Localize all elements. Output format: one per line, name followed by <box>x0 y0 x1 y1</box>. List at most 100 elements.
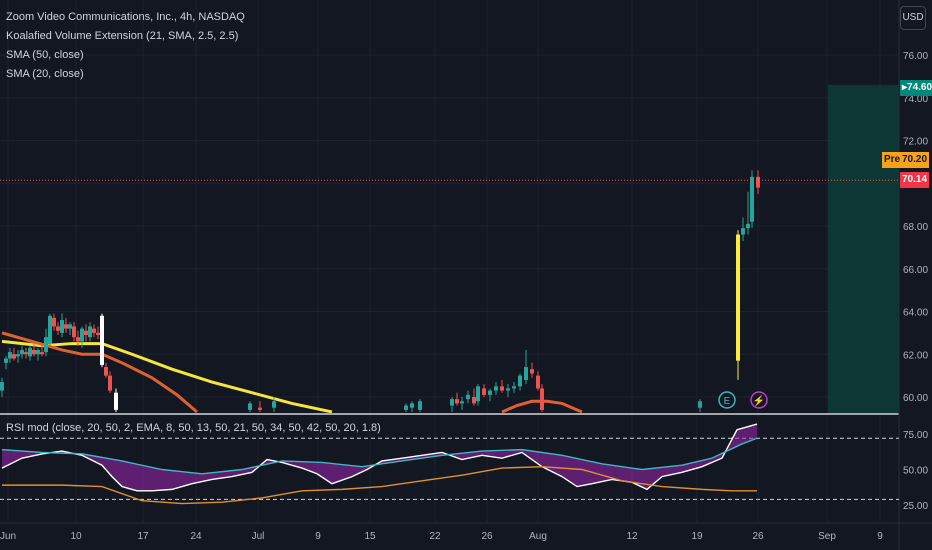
candle-body <box>540 388 544 410</box>
rsi-legend-label[interactable]: RSI mod (close, 20, 50, 2, EMA, 8, 50, 1… <box>6 422 381 434</box>
candle-body <box>404 405 408 410</box>
time-tick-label: Jul <box>252 531 265 542</box>
price-axis: 76.0074.0072.0070.0068.0066.0064.0062.00… <box>903 51 928 404</box>
premarket-label-tag: Pre <box>882 152 903 168</box>
earnings-marker: E <box>718 391 736 409</box>
time-tick-label: 26 <box>752 531 764 542</box>
rsi-axis: 75.00 50.00 25.00 <box>903 430 928 512</box>
rsi-tick-label: 50.00 <box>903 466 928 477</box>
time-tick-label: 12 <box>626 531 638 542</box>
candle-body <box>100 315 104 365</box>
candle-body <box>536 375 540 389</box>
candle-body <box>698 401 702 408</box>
candle-body <box>418 401 422 410</box>
dividend-lightning-marker: ⚡ <box>750 391 768 409</box>
time-tick-label: 17 <box>137 531 149 542</box>
candle-body <box>60 320 64 333</box>
candle-body <box>76 337 80 342</box>
rsi-tick-label: 75.00 <box>903 430 928 441</box>
marker-label: E <box>724 396 731 407</box>
candle-body <box>56 326 60 331</box>
candle-body <box>524 367 528 380</box>
candle-body <box>410 403 414 408</box>
candle-body <box>64 324 68 329</box>
time-tick-label: 9 <box>315 531 321 542</box>
time-tick-label: 15 <box>364 531 376 542</box>
candle-body <box>52 317 56 327</box>
candle-body <box>746 223 750 229</box>
candle-body <box>472 397 476 404</box>
candle-body <box>506 388 510 391</box>
price-tick-label: 66.00 <box>903 265 928 276</box>
lightning-icon <box>750 391 768 409</box>
price-tick-label: 76.00 <box>903 51 928 62</box>
target-price-tag: ▸74.60 <box>900 80 932 96</box>
earnings-icon <box>718 391 736 409</box>
candle-body <box>12 354 16 359</box>
symbol-title[interactable]: Zoom Video Communications, Inc., 4h, NAS… <box>6 11 245 23</box>
candle-body <box>488 390 492 395</box>
candle-body <box>80 328 84 342</box>
indicator-kve-label[interactable]: Koalafied Volume Extension (21, SMA, 2.5… <box>6 30 239 42</box>
price-tick-label: 72.00 <box>903 137 928 148</box>
price-tick-label: 64.00 <box>903 308 928 319</box>
time-tick-label: Aug <box>529 531 547 542</box>
candle-body <box>16 354 20 357</box>
price-pane: E ⚡ <box>0 170 899 413</box>
target-zone-box <box>828 84 899 414</box>
candle-body <box>450 399 454 406</box>
candle-body <box>28 347 32 357</box>
candle-body <box>466 394 470 400</box>
time-tick-label: 22 <box>429 531 441 542</box>
indicator-sma20-label[interactable]: SMA (20, close) <box>6 68 84 80</box>
marker-label: ⚡ <box>753 394 765 407</box>
price-tick-label: 68.00 <box>903 222 928 233</box>
last-price-tag: 70.14 <box>900 172 930 188</box>
indicator-sma50-label[interactable]: SMA (50, close) <box>6 49 84 61</box>
candle-body <box>500 386 504 391</box>
candle-body <box>92 328 96 333</box>
candle-body <box>530 369 534 374</box>
candle-body <box>756 176 760 188</box>
candle-body <box>32 349 36 355</box>
rsi-series-slow <box>2 465 757 505</box>
candle-body <box>750 176 754 222</box>
candle-body <box>114 392 118 410</box>
rsi-series-ema <box>1 437 758 475</box>
candles <box>0 170 760 412</box>
candle-body <box>455 399 459 404</box>
chart-legend: Zoom Video Communications, Inc., 4h, NAS… <box>6 8 245 84</box>
candle-body <box>48 315 52 344</box>
candle-body <box>84 330 88 336</box>
candle-body <box>460 401 464 404</box>
candle-body <box>272 401 276 408</box>
candle-body <box>736 234 740 361</box>
candle-body <box>476 386 480 402</box>
currency-button[interactable]: USD <box>900 6 926 30</box>
rsi-pane <box>0 423 899 505</box>
candle-body <box>68 324 72 329</box>
candle-body <box>108 375 112 391</box>
target-arrow-icon: ▸ <box>902 82 908 93</box>
candle-body <box>104 367 108 376</box>
rsi-fill-area <box>2 424 757 491</box>
candle-body <box>96 332 100 336</box>
candle-body <box>494 386 498 391</box>
time-tick-label: Jun <box>0 531 16 542</box>
candle-body <box>44 337 48 353</box>
time-tick-label: 26 <box>481 531 493 542</box>
sma20-line-later <box>501 399 583 413</box>
candle-body <box>24 352 28 355</box>
rsi-tick-label: 25.00 <box>903 501 928 512</box>
time-axis: Jun 10 17 24 Jul 9 15 22 26 Aug 12 19 26 Sep 9 <box>0 531 883 542</box>
time-tick-label: 9 <box>877 531 883 542</box>
candle-body <box>88 326 92 338</box>
candle-body <box>258 407 262 410</box>
candle-body <box>40 352 44 355</box>
candle-body <box>518 375 522 387</box>
candle-body <box>0 382 4 391</box>
price-tick-label: 74.00 <box>903 94 928 105</box>
candle-body <box>4 358 8 363</box>
candle-body <box>8 352 12 359</box>
time-tick-label: Sep <box>818 531 836 542</box>
